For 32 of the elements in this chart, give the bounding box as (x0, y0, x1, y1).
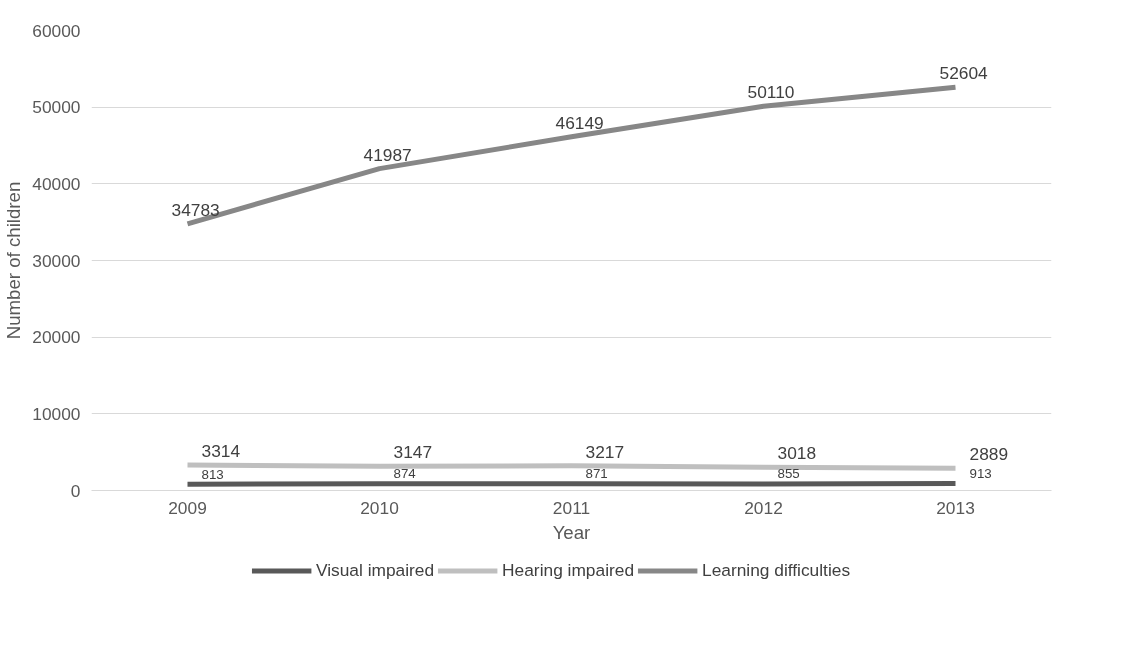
y-tick-label: 40000 (32, 173, 81, 194)
data-label: 3018 (777, 443, 817, 464)
x-axis-title: Year (552, 521, 591, 543)
data-label: 3147 (393, 442, 433, 463)
data-label: 2889 (969, 444, 1009, 465)
data-label: 813 (201, 466, 224, 482)
y-axis-title: Number of children (3, 181, 25, 340)
x-tick-label: 2009 (168, 497, 207, 518)
data-label: 52604 (939, 63, 989, 84)
y-tick-label: 50000 (32, 97, 81, 118)
y-tick-label: 60000 (32, 20, 81, 41)
data-label: 871 (585, 466, 608, 482)
x-tick-label: 2011 (552, 497, 591, 518)
data-label: 34783 (171, 199, 220, 220)
data-label: 46149 (555, 112, 604, 133)
data-label: 913 (969, 466, 992, 481)
data-label: 3314 (201, 441, 241, 462)
x-tick-label: 2013 (936, 497, 975, 518)
data-label: 50110 (747, 82, 795, 103)
data-label: 855 (777, 466, 800, 482)
y-tick-label: 30000 (32, 250, 81, 271)
data-label: 41987 (363, 144, 412, 165)
data-label: 874 (393, 466, 417, 482)
y-tick-label: 0 (70, 480, 81, 501)
x-tick-label: 2012 (744, 497, 783, 518)
y-tick-label: 10000 (32, 403, 81, 424)
x-tick-label: 2010 (360, 497, 399, 518)
y-tick-label: 20000 (32, 327, 81, 348)
legend-label: Learning difficulties (702, 559, 851, 581)
legend-label: Visual impaired (315, 559, 435, 581)
legend-label: Hearing impaired (502, 559, 635, 581)
data-label: 3217 (585, 441, 625, 462)
